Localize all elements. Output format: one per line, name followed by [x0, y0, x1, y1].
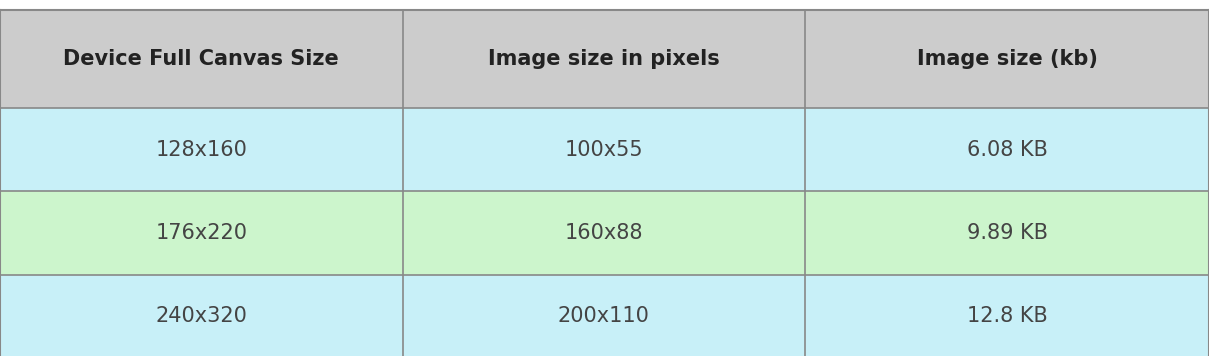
- FancyBboxPatch shape: [403, 191, 805, 275]
- Text: 176x220: 176x220: [155, 223, 248, 243]
- Text: 6.08 KB: 6.08 KB: [967, 140, 1047, 159]
- FancyBboxPatch shape: [403, 10, 805, 108]
- Text: Image size in pixels: Image size in pixels: [488, 49, 719, 69]
- Text: 200x110: 200x110: [559, 307, 649, 326]
- Text: 12.8 KB: 12.8 KB: [967, 307, 1047, 326]
- FancyBboxPatch shape: [0, 191, 403, 275]
- Text: 9.89 KB: 9.89 KB: [967, 223, 1047, 243]
- FancyBboxPatch shape: [0, 275, 403, 356]
- Text: 100x55: 100x55: [565, 140, 643, 159]
- FancyBboxPatch shape: [805, 108, 1209, 191]
- FancyBboxPatch shape: [403, 108, 805, 191]
- Text: 128x160: 128x160: [156, 140, 247, 159]
- Text: Device Full Canvas Size: Device Full Canvas Size: [63, 49, 340, 69]
- Text: Image size (kb): Image size (kb): [916, 49, 1098, 69]
- FancyBboxPatch shape: [0, 108, 403, 191]
- Text: 240x320: 240x320: [156, 307, 247, 326]
- FancyBboxPatch shape: [805, 10, 1209, 108]
- FancyBboxPatch shape: [0, 10, 403, 108]
- Text: 160x88: 160x88: [565, 223, 643, 243]
- FancyBboxPatch shape: [805, 275, 1209, 356]
- FancyBboxPatch shape: [403, 275, 805, 356]
- FancyBboxPatch shape: [805, 191, 1209, 275]
